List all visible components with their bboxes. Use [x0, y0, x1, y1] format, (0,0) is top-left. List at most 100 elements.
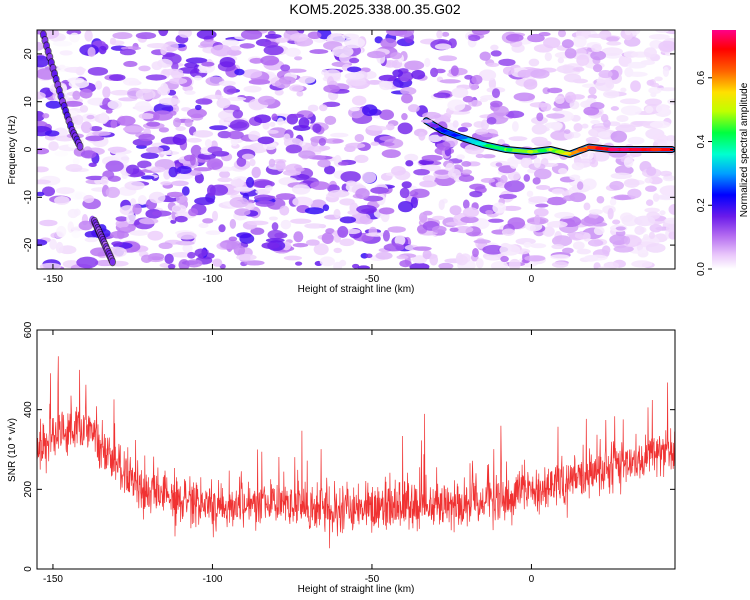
spectrogram-noise-blob: [609, 234, 628, 246]
spectrogram-noise-blob: [404, 60, 425, 71]
spectrogram-noise-blob: [229, 45, 241, 51]
spectrogram-noise-blob: [649, 120, 671, 129]
spectrogram-noise-blob: [111, 241, 123, 247]
spectrogram-noise-blob: [387, 226, 406, 233]
spectrogram-noise-blob: [193, 75, 203, 81]
spectrogram-noise-blob: [63, 100, 83, 107]
spectrogram-noise-blob: [109, 37, 117, 45]
spectrogram-noise-blob: [499, 244, 521, 256]
spectrogram-noise-blob: [239, 43, 255, 49]
spectrogram-noise-blob: [337, 161, 349, 166]
spectrogram-noise-blob: [88, 162, 97, 168]
spectrogram-noise-blob: [246, 220, 269, 226]
spectrogram-noise-blob: [150, 166, 166, 173]
spectrogram-noise-blob: [234, 68, 245, 76]
spectrogram-noise-blob: [434, 43, 452, 50]
spectrogram-noise-blob: [87, 47, 96, 58]
spectrogram-noise-blob: [551, 188, 565, 195]
spectrogram-noise-blob: [289, 113, 305, 118]
spectrogram-noise-blob: [580, 217, 598, 227]
spectrogram-noise-blob: [603, 119, 611, 128]
spectrogram-noise-blob: [482, 244, 505, 255]
spectrogram-noise-blob: [645, 185, 657, 192]
spectrogram-noise-blob: [513, 92, 536, 102]
spectrogram-noise-blob: [390, 166, 406, 176]
spectrogram-noise-blob: [468, 34, 481, 42]
spectrogram-noise-blob: [187, 251, 196, 259]
spectrogram-noise-blob: [366, 51, 386, 59]
spectrogram-noise-blob: [627, 61, 647, 69]
spectrogram-noise-blob: [563, 73, 582, 83]
colorbar-gradient: [712, 30, 736, 269]
spectrogram-noise-blob: [595, 79, 615, 92]
spectrogram-noise-blob: [174, 215, 188, 223]
spectrogram-noise-blob: [535, 185, 551, 190]
spectrogram-noise-blob: [65, 164, 83, 172]
spectrogram-noise-blob: [621, 214, 639, 227]
spectrogram-noise-blob: [119, 48, 136, 56]
spectrogram-noise-blob: [245, 176, 255, 188]
spectrogram-noise-blob: [646, 166, 657, 177]
spectrogram-noise-blob: [452, 120, 459, 128]
spectrogram-noise-blob: [533, 157, 541, 168]
spectrogram-noise-blob: [607, 121, 621, 127]
colorbar-tick-label: 0.6: [696, 70, 707, 84]
spectrogram-noise-blob: [574, 231, 591, 240]
spectrogram-noise-blob: [124, 181, 145, 191]
spectrogram-noise-blob: [385, 123, 395, 131]
spectrogram-noise-blob: [340, 171, 361, 183]
spectrogram-noise-blob: [511, 121, 519, 132]
spectrogram-noise-blob: [526, 190, 534, 198]
tone-line-hotspot: [484, 143, 493, 148]
spectrogram-noise-blob: [411, 69, 426, 80]
spectrogram-noise-blob: [583, 106, 600, 116]
spectrogram-noise-blob: [85, 175, 106, 181]
spectrogram-noise-blob: [588, 86, 597, 95]
tone-line-hotspot: [554, 150, 565, 154]
spectrogram-noise-blob: [262, 121, 270, 130]
spectrogram-noise-blob: [309, 49, 329, 55]
spectrogram-noise-blob: [271, 113, 278, 121]
spectrogram-noise-blob: [554, 211, 575, 219]
spectrogram-noise-blob: [236, 156, 247, 167]
spectrogram-noise-blob: [304, 223, 325, 229]
spectrogram-noise-blob: [175, 126, 186, 132]
spectrogram-noise-blob: [578, 158, 593, 164]
spectrogram-noise-blob: [645, 243, 666, 253]
spectrogram-noise-blob: [354, 154, 369, 164]
snr-x-tick-label: 0: [529, 574, 535, 585]
spectrogram-noise-blob: [173, 173, 193, 180]
spectrogram-noise-blob: [551, 261, 569, 268]
spectrogram-noise-blob: [460, 216, 479, 224]
spectrogram-y-tick-label: 10: [23, 96, 34, 108]
spectrogram-noise-blob: [610, 172, 632, 180]
spectrogram-noise-blob: [109, 74, 126, 82]
spectrogram-noise-blob: [593, 150, 610, 162]
spectrogram-noise-blob: [173, 117, 182, 128]
spectrogram-noise-blob: [193, 167, 212, 172]
spectrogram-noise-blob: [588, 209, 603, 215]
spectrogram-noise-blob: [438, 55, 458, 62]
chart-title: KOM5.2025.338.00.35.G02: [289, 1, 460, 17]
spectrogram-noise-blob: [202, 218, 214, 224]
spectrogram-noise-blob: [615, 226, 626, 231]
spectrogram-noise-blob: [500, 255, 509, 263]
spectrogram-noise-blob: [209, 125, 228, 131]
spectrogram-noise-blob: [658, 87, 675, 92]
spectrogram-noise-blob: [451, 87, 469, 98]
spectrogram-noise-blob: [401, 113, 408, 121]
spectrogram-noise-blob: [318, 104, 328, 112]
spectrogram-noise-blob: [37, 239, 48, 247]
spectrogram-noise-blob: [648, 34, 670, 40]
spectrogram-noise-blob: [598, 70, 613, 79]
spectrogram-noise-blob: [649, 223, 663, 233]
spectrogram-noise-blob: [279, 205, 290, 216]
spectrogram-noise-blob: [485, 209, 494, 215]
spectrogram-x-tick-label: -100: [202, 274, 222, 285]
spectrogram-noise-blob: [110, 119, 118, 129]
spectrogram-noise-blob: [37, 147, 50, 155]
spectrogram-noise-blob: [333, 247, 342, 254]
spectrogram-noise-blob: [295, 167, 305, 172]
spectrogram-noise-blob: [122, 125, 145, 133]
tone-line-hotspot: [505, 148, 513, 152]
